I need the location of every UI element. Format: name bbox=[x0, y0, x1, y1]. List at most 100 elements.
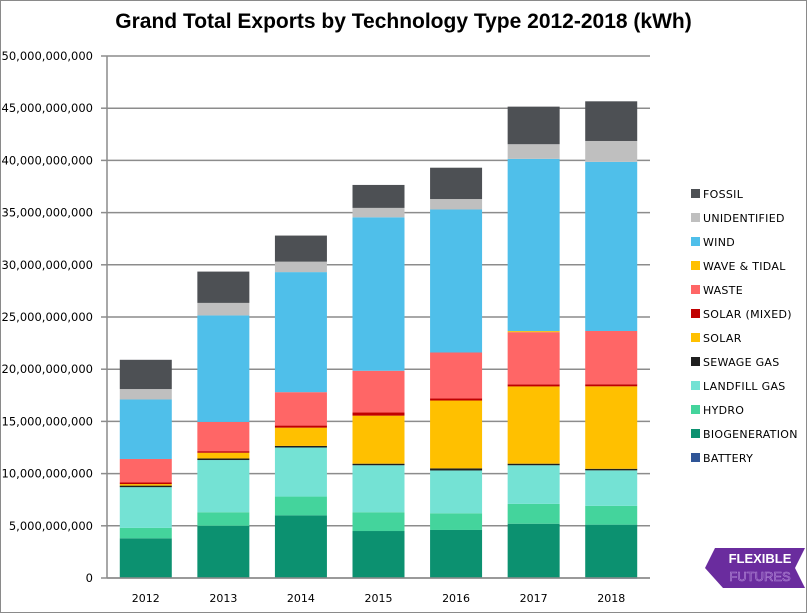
logo-text-futures: FUTURES bbox=[729, 569, 791, 584]
bar-segment-wind-2016 bbox=[430, 209, 483, 353]
x-tick-label: 2018 bbox=[597, 592, 625, 605]
bar-segment-unidentified-2018 bbox=[585, 140, 638, 162]
bar-segment-unidentified-2016 bbox=[430, 199, 483, 210]
bar-stack-2015 bbox=[352, 184, 405, 578]
legend-swatch bbox=[691, 285, 700, 294]
bar-segment-unidentified-2012 bbox=[119, 389, 172, 400]
legend-item-wave-tidal: WAVE & TIDAL bbox=[691, 260, 786, 273]
x-tick-label: 2014 bbox=[287, 592, 315, 605]
bar-segment-biogeneration-2016 bbox=[430, 529, 483, 578]
bar-segment-waste-2014 bbox=[274, 392, 327, 426]
bar-segment-hydro-2017 bbox=[507, 503, 560, 524]
bar-segment-biogeneration-2014 bbox=[274, 515, 327, 578]
legend-label: WAVE & TIDAL bbox=[703, 260, 786, 273]
bar-segment-hydro-2013 bbox=[197, 512, 250, 526]
bar-segment-biogeneration-2017 bbox=[507, 523, 560, 578]
legend-label: SOLAR (MIXED) bbox=[703, 308, 792, 321]
legend-swatch bbox=[691, 333, 700, 342]
legend-label: WIND bbox=[703, 236, 735, 249]
bar-segment-unidentified-2013 bbox=[197, 302, 250, 316]
legend-label: UNIDENTIFIED bbox=[703, 212, 785, 225]
bar-segment-waste-2015 bbox=[352, 370, 405, 413]
bar-segment-fossil-2016 bbox=[430, 167, 483, 200]
bar-stack-2014 bbox=[274, 235, 327, 578]
bar-segment-sewage-gas-2016 bbox=[430, 468, 483, 471]
bar-segment-sewage-gas-2014 bbox=[274, 445, 327, 448]
legend-label: SOLAR bbox=[703, 332, 742, 345]
y-tick-label: 15,000,000,000 bbox=[2, 414, 93, 428]
bar-segment-wind-2015 bbox=[352, 217, 405, 371]
legend-label: LANDFILL GAS bbox=[703, 380, 786, 393]
legend-label: FOSSIL bbox=[703, 188, 744, 201]
legend-item-biogeneration: BIOGENERATION bbox=[691, 428, 797, 441]
y-tick-label: 10,000,000,000 bbox=[2, 467, 93, 481]
legend-label: HYDRO bbox=[703, 404, 744, 417]
chart-title: Grand Total Exports by Technology Type 2… bbox=[115, 10, 692, 33]
x-tick-label: 2013 bbox=[209, 592, 237, 605]
bar-stack-2017 bbox=[507, 106, 560, 578]
bar-segment-landfill-gas-2016 bbox=[430, 470, 483, 514]
bar-segment-solar-mixed--2013 bbox=[197, 451, 250, 453]
bar-segment-sewage-gas-2017 bbox=[507, 463, 560, 466]
legend-item-sewage-gas: SEWAGE GAS bbox=[691, 356, 780, 369]
legend-item-wind: WIND bbox=[691, 236, 735, 249]
y-tick-label: 5,000,000,000 bbox=[9, 519, 93, 533]
bar-segment-fossil-2015 bbox=[352, 184, 405, 208]
bar-segment-fossil-2013 bbox=[197, 271, 250, 303]
bar-segment-sewage-gas-2013 bbox=[197, 458, 250, 461]
y-tick-label: 50,000,000,000 bbox=[2, 49, 93, 63]
legend-item-hydro: HYDRO bbox=[691, 404, 744, 417]
legend-item-battery: BATTERY bbox=[691, 452, 753, 465]
bar-segment-wind-2012 bbox=[119, 399, 172, 459]
bar-segment-solar-2015 bbox=[352, 415, 405, 464]
legend-label: SEWAGE GAS bbox=[703, 356, 780, 369]
bar-segment-solar-2018 bbox=[585, 386, 638, 469]
bar-segment-solar-mixed--2014 bbox=[274, 425, 327, 428]
bar-segment-landfill-gas-2018 bbox=[585, 470, 638, 506]
y-tick-label: 25,000,000,000 bbox=[2, 310, 93, 324]
bar-segment-hydro-2014 bbox=[274, 496, 327, 516]
y-tick-label: 40,000,000,000 bbox=[2, 153, 93, 167]
legend-swatch bbox=[691, 453, 700, 462]
bar-segment-solar-mixed--2012 bbox=[119, 482, 172, 485]
bar-segment-solar-mixed--2017 bbox=[507, 384, 560, 387]
bar-stack-2016 bbox=[430, 167, 483, 578]
legend-swatch bbox=[691, 261, 700, 270]
legend-swatch bbox=[691, 357, 700, 366]
legend-label: WASTE bbox=[703, 284, 743, 297]
bar-segment-fossil-2012 bbox=[119, 359, 172, 390]
x-tick-label: 2016 bbox=[442, 592, 470, 605]
bar-stack-2013 bbox=[197, 271, 250, 578]
y-axis: 0 5,000,000,000 10,000,000,000 15,000,000,0… bbox=[2, 49, 108, 585]
bar-segment-landfill-gas-2014 bbox=[274, 447, 327, 497]
bar-segment-solar-mixed--2016 bbox=[430, 398, 483, 401]
logo-banner-shape bbox=[705, 548, 805, 588]
y-tick-label: 45,000,000,000 bbox=[2, 101, 93, 115]
bar-segment-sewage-gas-2012 bbox=[119, 485, 172, 488]
legend-swatch bbox=[691, 189, 700, 198]
y-tick-label: 30,000,000,000 bbox=[2, 258, 93, 272]
bars bbox=[119, 101, 638, 579]
bar-segment-biogeneration-2012 bbox=[119, 538, 172, 578]
bar-segment-waste-2018 bbox=[585, 330, 638, 385]
bar-segment-landfill-gas-2017 bbox=[507, 465, 560, 504]
bar-stack-2012 bbox=[119, 359, 172, 578]
legend-swatch bbox=[691, 381, 700, 390]
logo-text-flexible: FLEXIBLE bbox=[729, 551, 792, 566]
bar-segment-waste-2017 bbox=[507, 332, 560, 385]
bar-segment-landfill-gas-2012 bbox=[119, 487, 172, 528]
y-tick-label: 35,000,000,000 bbox=[2, 206, 93, 220]
bar-segment-waste-2016 bbox=[430, 352, 483, 399]
legend-item-unidentified: UNIDENTIFIED bbox=[691, 212, 785, 225]
bar-segment-unidentified-2017 bbox=[507, 144, 560, 159]
bar-segment-hydro-2018 bbox=[585, 505, 638, 525]
bar-stack-2018 bbox=[585, 101, 638, 579]
x-tick-label: 2012 bbox=[132, 592, 160, 605]
bar-segment-wind-2018 bbox=[585, 161, 638, 331]
y-tick-label: 20,000,000,000 bbox=[2, 362, 93, 376]
bar-segment-solar-2014 bbox=[274, 427, 327, 446]
legend-item-landfill-gas: LANDFILL GAS bbox=[691, 380, 786, 393]
bar-segment-unidentified-2014 bbox=[274, 261, 327, 273]
flexible-futures-logo: FLEXIBLE FUTURES bbox=[705, 548, 805, 588]
